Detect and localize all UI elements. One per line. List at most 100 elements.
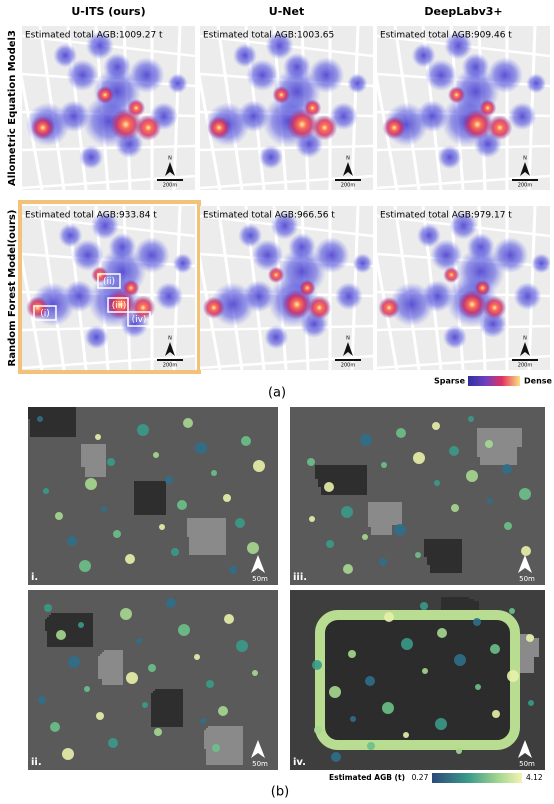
density-blob (237, 100, 270, 133)
tree-crown (362, 534, 368, 540)
tree-crown (95, 434, 101, 440)
street (200, 252, 222, 370)
tree-crown (125, 554, 135, 564)
scale-bar (512, 359, 538, 361)
density-hot (130, 295, 156, 320)
building (34, 407, 76, 421)
density-blob (258, 145, 283, 170)
tree-crown (211, 470, 217, 476)
density-blob (79, 145, 104, 170)
north-label: N (523, 336, 527, 342)
tree-crown (434, 480, 440, 486)
tree-crown (142, 702, 148, 708)
density-hot (307, 295, 332, 320)
tree-crown (44, 604, 52, 612)
region-label: (ii) (103, 277, 115, 287)
scale-label: 50m (519, 760, 535, 768)
north-label: N (523, 156, 527, 162)
density-blob (66, 59, 99, 92)
tree-crown (341, 506, 353, 518)
tree-crown (68, 656, 80, 668)
image-label: iii. (293, 572, 307, 583)
agb-max: 4.12 (526, 773, 543, 782)
density-blob (85, 31, 114, 60)
street (200, 144, 373, 152)
density-hot (311, 114, 338, 141)
tree-crown (62, 748, 74, 760)
estimate: Estimated total AGB:979.17 t (380, 211, 512, 221)
density-blob (461, 53, 490, 81)
tree-crown (154, 728, 162, 736)
tree-crown (224, 614, 234, 624)
density-hot (26, 296, 49, 319)
tree-crown (519, 488, 531, 500)
density-blob (329, 102, 358, 131)
north-arrow (518, 555, 532, 573)
density-blob (288, 233, 317, 261)
density-hot (30, 115, 55, 140)
density-blob (449, 211, 478, 240)
tree-crown (384, 612, 394, 622)
density-blob (103, 53, 132, 81)
agb-min: 0.27 (412, 773, 429, 782)
street (377, 144, 550, 152)
density-blob (492, 237, 529, 274)
north-arrow (520, 342, 530, 356)
tree-crown (85, 478, 97, 490)
tree-crown (367, 742, 375, 750)
legend-low: Sparse (434, 377, 466, 386)
building (51, 613, 93, 627)
row-label: Random Forest Model(ours) (7, 210, 18, 367)
tree-crown (487, 498, 493, 504)
tree-crown (206, 680, 214, 688)
tree-crown (432, 422, 440, 430)
map: Estimated total AGB:1003.65 N 200m (200, 26, 373, 190)
tree-crown (492, 710, 500, 718)
street (200, 174, 373, 190)
density-blob (71, 239, 104, 272)
tree-crown (365, 676, 375, 686)
region-box (127, 311, 151, 327)
tree-crown (403, 732, 409, 738)
density-hot (482, 295, 507, 320)
estimate: Estimated total AGB:933.84 t (25, 211, 157, 221)
tree-crown (324, 482, 334, 492)
legend-high: Dense (524, 377, 553, 386)
estimate: Estimated total AGB:1009.27 t (25, 31, 163, 41)
building (138, 481, 166, 499)
density-hot (282, 289, 312, 320)
tree-crown (394, 524, 406, 536)
density-blob (508, 102, 537, 131)
density-blob (282, 53, 311, 81)
tree-crown (153, 452, 159, 458)
column-header: U-ITS (ours) (71, 5, 145, 18)
density-hot (207, 115, 231, 140)
tree-crown (415, 552, 421, 558)
density-hot (443, 266, 460, 283)
north-arrow (251, 740, 265, 758)
north-label: N (346, 156, 350, 162)
scale-bar (157, 359, 183, 361)
density-blob (347, 73, 368, 94)
tree-crown (475, 684, 481, 690)
north-arrow (165, 342, 175, 356)
density-hot (286, 108, 318, 141)
map: Estimated total AGB:979.17 t N 200m (377, 206, 550, 370)
tree-crown (84, 686, 90, 692)
north-label: N (168, 336, 172, 342)
tree-crown (229, 566, 237, 574)
north-arrow (251, 555, 265, 573)
region-box (97, 273, 121, 289)
density-blob (444, 31, 473, 60)
density-hot (447, 86, 466, 104)
density-blob (133, 237, 170, 274)
region-box (107, 297, 129, 313)
density-hot (487, 115, 513, 141)
density-blob (58, 223, 83, 248)
estimate: Estimated total AGB:1003.65 (203, 31, 334, 41)
density-blob (172, 253, 193, 274)
tree-crown (108, 738, 118, 748)
tree-crown (348, 650, 356, 658)
density-hot (96, 85, 115, 104)
column-header: DeepLabv3+ (424, 5, 502, 18)
